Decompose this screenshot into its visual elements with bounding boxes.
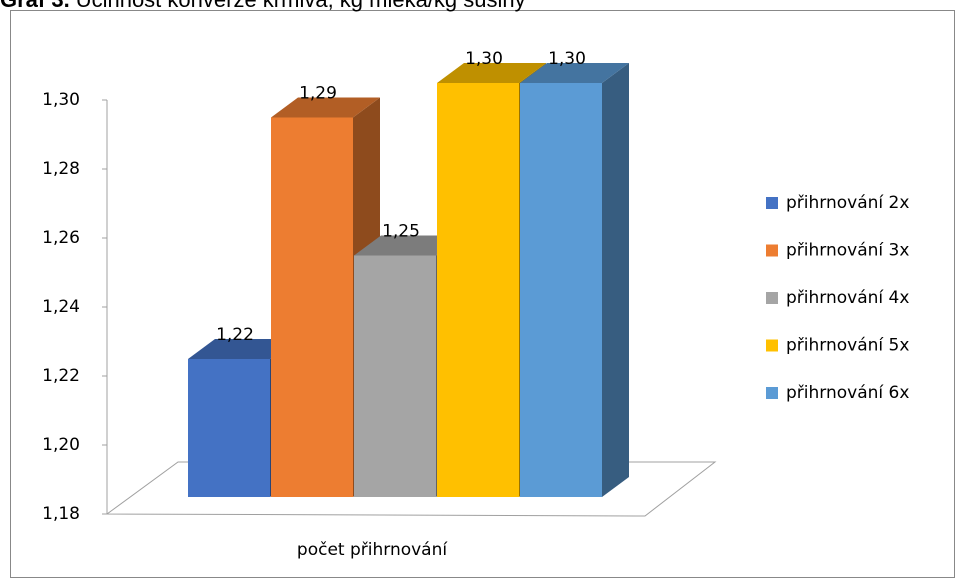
- legend-swatch: [766, 387, 778, 399]
- legend-label: přihrnování 6x: [786, 383, 909, 403]
- bar: [354, 255, 436, 497]
- legend-label: přihrnování 3x: [786, 241, 909, 261]
- y-tick-label: 1,26: [42, 228, 80, 248]
- x-axis-label: počet přihrnování: [297, 540, 448, 560]
- bar: [520, 83, 602, 497]
- bar: [437, 83, 519, 497]
- data-label: 1,22: [216, 325, 254, 345]
- legend-label: přihrnování 2x: [786, 193, 909, 213]
- bar-top: [520, 63, 629, 83]
- bar: [271, 117, 353, 497]
- bar-top: [271, 97, 380, 118]
- legend-swatch: [766, 244, 778, 257]
- chart-title: Graf 3. Účinnost konverze krmiva, kg mlék…: [0, 0, 526, 12]
- y-tick-label: 1,22: [42, 366, 80, 386]
- legend-swatch: [766, 292, 778, 304]
- data-label: 1,29: [299, 84, 337, 104]
- data-label: 1,25: [382, 222, 420, 242]
- data-label: 1,30: [465, 49, 503, 69]
- legend-label: přihrnování 4x: [786, 288, 909, 308]
- legend-swatch: [766, 197, 778, 209]
- title-label: Graf 3.: [0, 0, 70, 12]
- bar: [188, 359, 270, 497]
- data-label: 1,30: [548, 49, 586, 69]
- bar-side: [602, 63, 629, 497]
- bar-top: [188, 339, 297, 359]
- legend-swatch: [766, 339, 778, 352]
- y-tick-label: 1,28: [42, 159, 80, 179]
- y-tick-label: 1,30: [42, 90, 80, 110]
- title-text: Účinnost konverze krmiva, kg mléka/kg su…: [76, 0, 526, 12]
- bar-top: [437, 63, 546, 83]
- y-tick-label: 1,24: [42, 297, 80, 317]
- y-tick-label: 1,18: [42, 504, 80, 524]
- legend-label: přihrnování 5x: [786, 336, 909, 356]
- bar-top: [354, 235, 463, 256]
- y-tick-label: 1,20: [42, 435, 80, 455]
